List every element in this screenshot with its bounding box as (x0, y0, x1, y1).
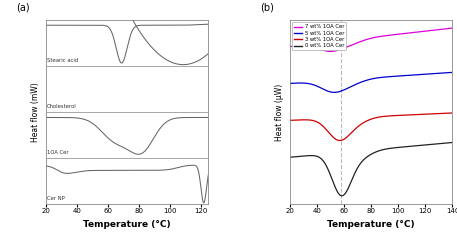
Legend: 7 wt% 1OA Cer, 5 wt% 1OA Cer, 3 wt% 1OA Cer, 0 wt% 1OA Cer: 7 wt% 1OA Cer, 5 wt% 1OA Cer, 3 wt% 1OA … (292, 22, 346, 50)
Text: Cer NP: Cer NP (47, 196, 65, 201)
Text: Cholesterol: Cholesterol (47, 104, 77, 109)
Text: Stearic acid: Stearic acid (47, 58, 79, 62)
Text: 1OA Cer: 1OA Cer (47, 150, 69, 155)
X-axis label: Temperature (°C): Temperature (°C) (83, 220, 171, 229)
X-axis label: Temperature (°C): Temperature (°C) (327, 220, 415, 229)
Y-axis label: Heat flow (μW): Heat flow (μW) (275, 83, 284, 140)
Text: (a): (a) (16, 2, 30, 12)
Text: (b): (b) (260, 2, 274, 12)
Y-axis label: Heat flow (mW): Heat flow (mW) (31, 82, 40, 142)
